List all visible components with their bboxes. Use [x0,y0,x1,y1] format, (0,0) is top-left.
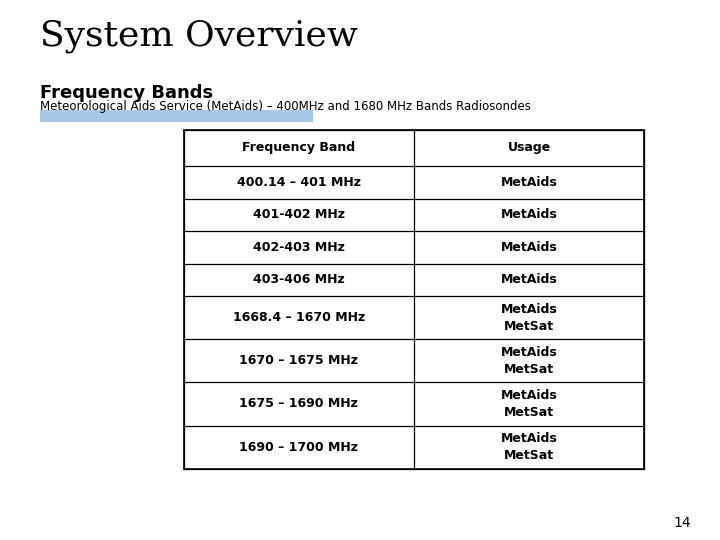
Text: 402-403 MHz: 402-403 MHz [253,241,345,254]
Text: MetAids
MetSat: MetAids MetSat [501,432,557,462]
Text: 401-402 MHz: 401-402 MHz [253,208,345,221]
Text: MetAids: MetAids [501,176,557,189]
Text: 1690 – 1700 MHz: 1690 – 1700 MHz [239,441,359,454]
Text: 14: 14 [674,516,691,530]
Text: MetAids
MetSat: MetAids MetSat [501,302,557,333]
Text: MetAids
MetSat: MetAids MetSat [501,346,557,376]
Text: 1670 – 1675 MHz: 1670 – 1675 MHz [239,354,359,367]
Text: 1668.4 – 1670 MHz: 1668.4 – 1670 MHz [233,311,365,324]
Text: Usage: Usage [508,141,551,154]
Text: System Overview: System Overview [40,19,357,53]
Text: 403-406 MHz: 403-406 MHz [253,273,345,286]
Text: Frequency Band: Frequency Band [242,141,356,154]
Text: MetAids: MetAids [501,273,557,286]
Text: 1675 – 1690 MHz: 1675 – 1690 MHz [239,397,359,410]
Text: Frequency Bands: Frequency Bands [40,84,212,102]
Text: Meteorological Aids Service (MetAids) – 400MHz and 1680 MHz Bands Radiosondes: Meteorological Aids Service (MetAids) – … [40,100,531,113]
Text: MetAids: MetAids [501,241,557,254]
Bar [40,110,313,122]
Text: 400.14 – 401 MHz: 400.14 – 401 MHz [237,176,361,189]
Text: MetAids: MetAids [501,208,557,221]
Text: MetAids
MetSat: MetAids MetSat [501,389,557,419]
